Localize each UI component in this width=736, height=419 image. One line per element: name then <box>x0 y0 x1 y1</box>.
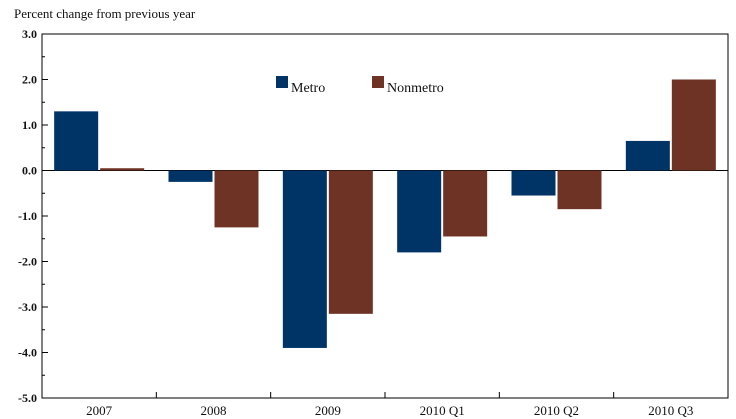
bar-metro-2009 <box>282 170 327 348</box>
x-tick-label: 2009 <box>315 403 341 418</box>
x-tick-label: 2010 Q1 <box>420 403 465 418</box>
y-tick-label: 3.0 <box>22 27 37 41</box>
bar-nonmetro-2010-q3 <box>671 79 716 171</box>
bar-nonmetro-2009 <box>328 170 373 314</box>
y-tick-label: -5.0 <box>18 391 37 405</box>
x-tick-label: 2007 <box>86 403 113 418</box>
y-tick-label: -4.0 <box>18 346 37 360</box>
bar-metro-2007 <box>54 111 99 171</box>
x-tick-label: 2010 Q3 <box>648 403 693 418</box>
y-tick-label: -1.0 <box>18 209 37 223</box>
legend-swatch-metro <box>276 76 288 88</box>
plot-frame <box>41 33 729 399</box>
x-tick-label: 2008 <box>201 403 227 418</box>
bar-metro-2010-q2 <box>511 170 556 196</box>
y-axis-label: Percent change from previous year <box>14 6 196 21</box>
bar-nonmetro-2010-q2 <box>557 170 602 210</box>
bar-metro-2010-q1 <box>397 170 442 253</box>
bar-metro-2008 <box>168 170 213 182</box>
y-tick-label: 1.0 <box>22 118 37 132</box>
bar-nonmetro-2007 <box>100 168 145 171</box>
bar-nonmetro-2008 <box>214 170 259 228</box>
legend-swatch-nonmetro <box>372 76 384 88</box>
y-tick-label: 2.0 <box>22 73 37 87</box>
bar-nonmetro-2010-q1 <box>443 170 488 237</box>
x-tick-label: 2010 Q2 <box>534 403 579 418</box>
bar-metro-2010-q3 <box>625 140 670 171</box>
legend-label-nonmetro: Nonmetro <box>387 81 444 96</box>
legend-label-metro: Metro <box>291 81 325 96</box>
y-tick-label: -3.0 <box>18 300 37 314</box>
y-tick-label: -2.0 <box>18 255 37 269</box>
y-tick-label: 0.0 <box>22 164 37 178</box>
